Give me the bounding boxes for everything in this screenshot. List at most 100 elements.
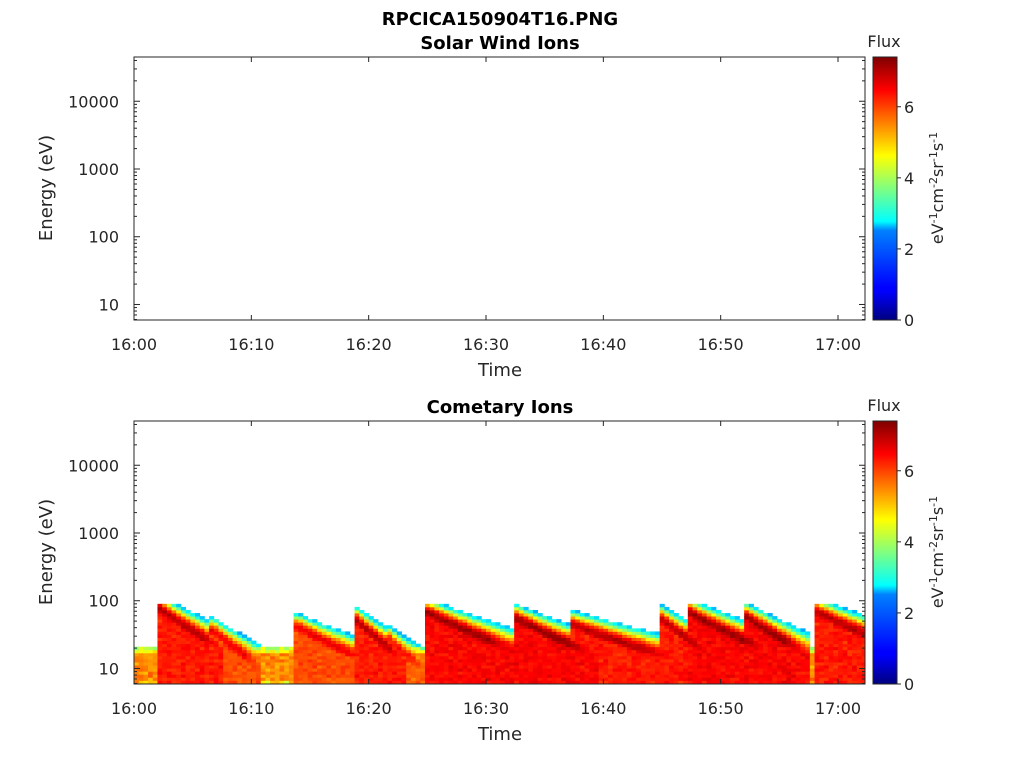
- flux-cell: [842, 619, 848, 623]
- flux-cell: [537, 668, 543, 672]
- flux-cell: [251, 677, 257, 681]
- flux-cell: [622, 655, 628, 660]
- flux-cell: [814, 665, 820, 669]
- flux-cell: [363, 662, 370, 666]
- flux-cell: [382, 665, 388, 669]
- flux-cell: [823, 606, 830, 611]
- flux-cell: [509, 652, 515, 657]
- flux-cell: [762, 671, 769, 675]
- flux-cell: [852, 655, 858, 660]
- flux-cell: [861, 640, 866, 645]
- flux-cell: [349, 674, 355, 678]
- flux-cell: [687, 662, 693, 666]
- flux-cell: [270, 662, 276, 666]
- flux-cell: [486, 646, 492, 651]
- x-tick-label: 16:50: [698, 699, 744, 718]
- flux-cell: [471, 671, 478, 675]
- flux-cell: [195, 613, 201, 617]
- flux-cell: [645, 665, 651, 669]
- flux-cell: [462, 674, 468, 678]
- flux-cell: [378, 622, 384, 626]
- flux-cell: [241, 646, 248, 651]
- flux-cell: [842, 662, 848, 666]
- flux-cell: [734, 671, 740, 675]
- flux-cell: [462, 646, 468, 651]
- flux-cell: [227, 652, 233, 657]
- flux-cell: [138, 677, 144, 681]
- flux-cell: [598, 628, 604, 632]
- flux-cell: [490, 668, 496, 672]
- flux-cell: [227, 631, 233, 635]
- flux-cell: [575, 671, 581, 675]
- flux-cell: [570, 668, 576, 672]
- flux-cell: [509, 665, 515, 669]
- flux-cell: [542, 631, 548, 635]
- flux-cell: [593, 658, 600, 663]
- flux-cell: [570, 616, 576, 620]
- flux-cell: [532, 665, 539, 669]
- flux-cell: [434, 649, 440, 654]
- flux-cell: [711, 668, 717, 672]
- flux-cell: [204, 671, 210, 675]
- flux-cell: [697, 613, 703, 617]
- colorbar-tick-label: 6: [904, 98, 914, 117]
- flux-cell: [622, 646, 628, 651]
- flux-cell: [481, 634, 487, 638]
- flux-cell: [162, 668, 168, 672]
- flux-cell: [340, 680, 346, 684]
- flux-cell: [673, 665, 679, 669]
- flux-cell: [856, 622, 862, 626]
- flux-cell: [603, 625, 609, 629]
- flux-cell: [532, 637, 539, 642]
- flux-cell: [645, 655, 651, 660]
- flux-cell: [274, 668, 280, 672]
- flux-cell: [636, 674, 642, 678]
- flux-cell: [762, 616, 769, 620]
- flux-cell: [467, 613, 473, 617]
- flux-cell: [847, 640, 853, 645]
- flux-cell: [396, 646, 402, 651]
- flux-cell: [180, 637, 187, 642]
- flux-cell: [176, 637, 182, 642]
- flux-cell: [725, 643, 731, 648]
- flux-cell: [669, 671, 675, 675]
- flux-cell: [683, 649, 689, 654]
- flux-cell: [795, 665, 801, 669]
- flux-cell: [434, 643, 440, 648]
- flux-cell: [471, 640, 478, 645]
- flux-cell: [547, 631, 553, 635]
- flux-cell: [317, 631, 323, 635]
- flux-cell: [293, 655, 299, 660]
- flux-cell: [162, 677, 168, 681]
- flux-cell: [443, 649, 449, 654]
- flux-cell: [654, 643, 661, 648]
- flux-cell: [753, 671, 759, 675]
- flux-cell: [781, 680, 787, 684]
- flux-cell: [528, 619, 534, 623]
- flux-cell: [650, 677, 656, 681]
- flux-cell: [608, 640, 614, 645]
- flux-cell: [260, 680, 266, 684]
- flux-cell: [279, 662, 285, 666]
- flux-cell: [720, 655, 726, 660]
- flux-cell: [551, 634, 557, 638]
- flux-cell: [227, 640, 233, 645]
- flux-cell: [687, 613, 693, 617]
- flux-cell: [730, 677, 736, 681]
- flux-cell: [711, 674, 717, 678]
- flux-cell: [842, 668, 848, 672]
- flux-cell: [739, 622, 745, 626]
- flux-cell: [382, 631, 388, 635]
- flux-cell: [274, 677, 280, 681]
- flux-cell: [720, 643, 726, 648]
- flux-cell: [598, 662, 604, 666]
- flux-cell: [739, 625, 745, 629]
- flux-cell: [795, 631, 801, 635]
- flux-cell: [608, 646, 614, 651]
- flux-cell: [152, 665, 158, 669]
- flux-cell: [673, 671, 679, 675]
- flux-cell: [363, 655, 370, 660]
- flux-cell: [640, 631, 646, 635]
- flux-cell: [406, 658, 412, 663]
- flux-cell: [260, 646, 266, 651]
